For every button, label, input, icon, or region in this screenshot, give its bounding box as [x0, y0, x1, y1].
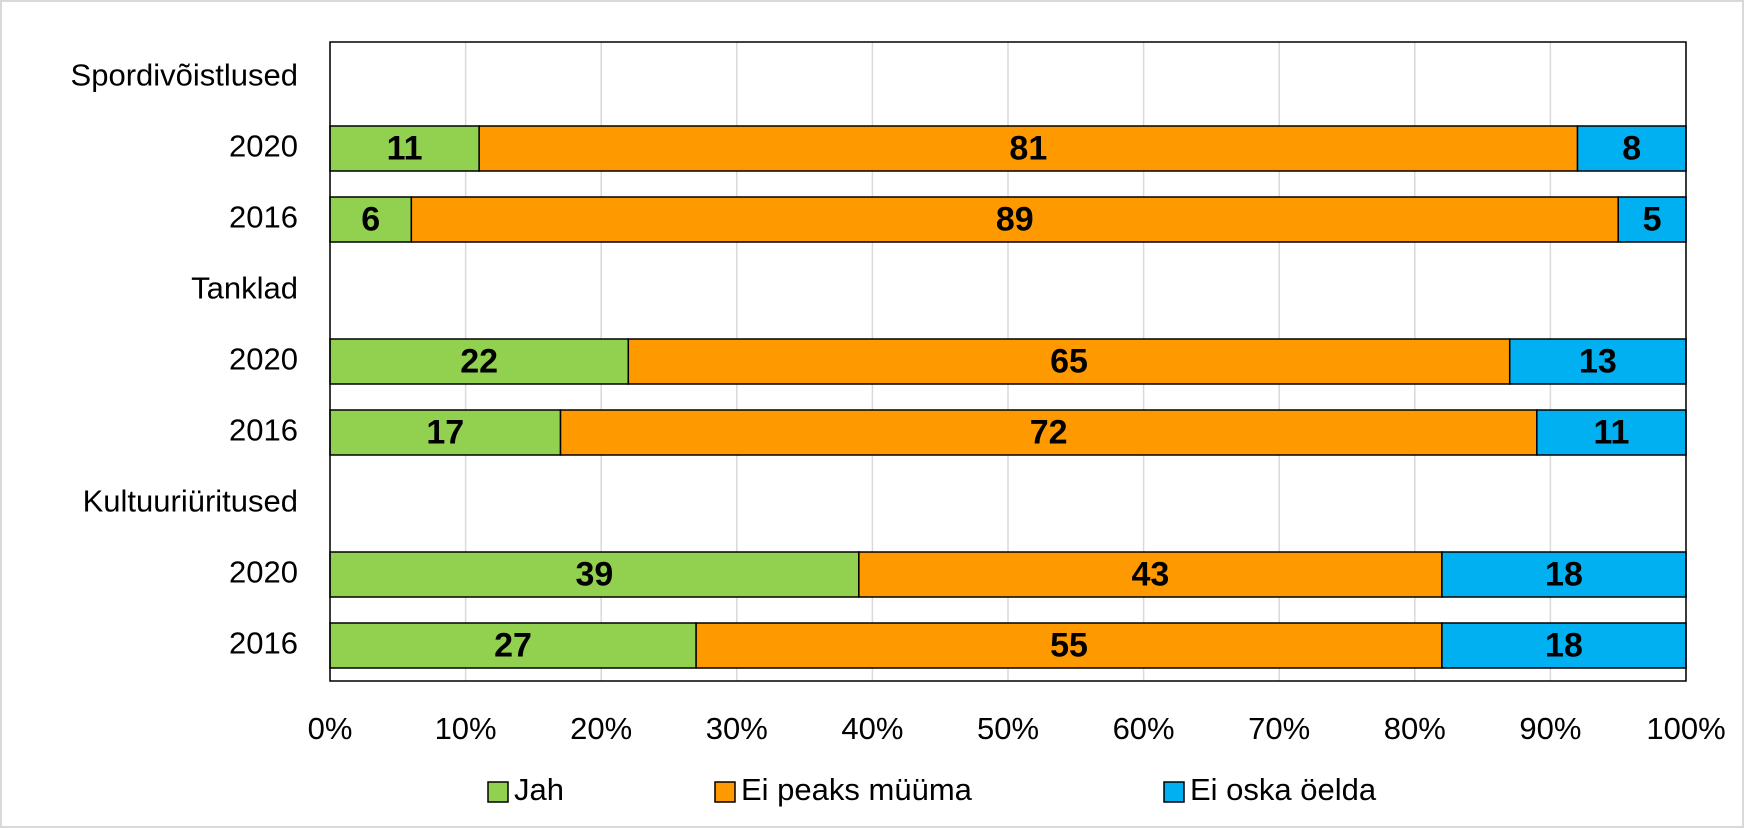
x-tick-label: 90%	[1519, 711, 1581, 746]
data-label: 6	[361, 200, 380, 238]
y-tick-label: 2016	[229, 626, 298, 661]
bar-segment	[1441, 551, 1687, 598]
y-tick-label: 2016	[229, 200, 298, 235]
legend-label: Ei oska öelda	[1190, 772, 1377, 807]
data-label: 22	[460, 342, 498, 380]
bar-segment	[1441, 622, 1687, 669]
x-tick-label: 80%	[1384, 711, 1446, 746]
bar-segment	[1508, 338, 1687, 385]
y-tick-label: 2016	[229, 413, 298, 448]
x-tick-label: 50%	[977, 711, 1039, 746]
x-tick-label: 70%	[1248, 711, 1310, 746]
data-label: 11	[1593, 413, 1629, 451]
x-tick-label: 60%	[1113, 711, 1175, 746]
y-tick-label: Spordivõistlused	[71, 58, 298, 93]
bar-segment	[1536, 409, 1687, 456]
data-label: 55	[1050, 626, 1088, 664]
bar-segment	[858, 551, 1443, 598]
y-tick-label: 2020	[229, 555, 298, 590]
y-tick-label: 2020	[229, 129, 298, 164]
data-label: 5	[1643, 200, 1662, 238]
bar-segment	[1617, 196, 1687, 243]
x-tick-label: 20%	[570, 711, 632, 746]
data-label: 11	[387, 129, 423, 167]
data-label: 89	[996, 200, 1034, 238]
y-tick-label: Kultuuriüritused	[83, 484, 298, 519]
x-tick-label: 40%	[841, 711, 903, 746]
data-label: 17	[426, 413, 464, 451]
legend-label: Ei peaks müüma	[741, 772, 973, 807]
data-label: 8	[1622, 129, 1641, 167]
plot-border	[329, 41, 1687, 682]
data-label: 39	[576, 555, 614, 593]
legend-label: Jah	[514, 772, 564, 807]
data-label: 27	[494, 626, 532, 664]
x-tick-label: 30%	[706, 711, 768, 746]
bar-segment	[329, 551, 860, 598]
bar-segment	[1576, 125, 1687, 172]
bar-segment	[559, 409, 1538, 456]
bar-segment	[329, 196, 413, 243]
data-label: 43	[1131, 555, 1169, 593]
data-label: 18	[1545, 555, 1583, 593]
bar-segment	[695, 622, 1443, 669]
data-label: 81	[1009, 129, 1047, 167]
x-tick-label: 0%	[308, 711, 353, 746]
data-label: 72	[1030, 413, 1068, 451]
y-tick-label: 2020	[229, 342, 298, 377]
bar-segment	[627, 338, 1511, 385]
x-tick-label: 10%	[435, 711, 497, 746]
data-label: 13	[1579, 342, 1617, 380]
legend-swatch	[1163, 781, 1185, 803]
legend-swatch	[714, 781, 736, 803]
x-tick-label: 100%	[1646, 711, 1725, 746]
legend-swatch	[487, 781, 509, 803]
y-tick-label: Tanklad	[191, 271, 298, 306]
data-label: 18	[1545, 626, 1583, 664]
bar-segment	[410, 196, 1619, 243]
bar-segment	[329, 125, 480, 172]
data-label: 65	[1050, 342, 1088, 380]
